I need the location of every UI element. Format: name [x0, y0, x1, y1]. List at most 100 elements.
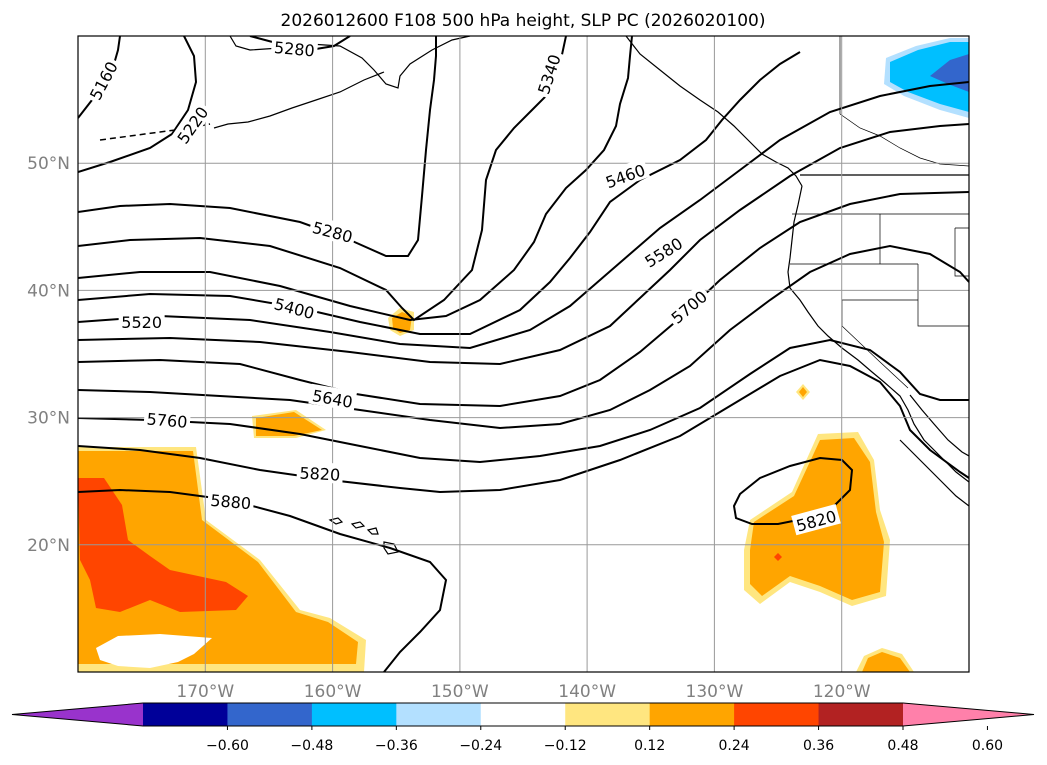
- lat-tick-label: 50°N: [27, 154, 70, 174]
- contour-label: 5340: [531, 48, 565, 99]
- contour-5400: [78, 36, 633, 322]
- contour-5280-west: [78, 36, 437, 257]
- contour-label-bg: [207, 488, 255, 513]
- colorbar-bin: [227, 703, 313, 726]
- colorbar-bin: [480, 703, 566, 726]
- contour-5820-closed: [732, 456, 854, 525]
- lon-tick-label: 120°W: [813, 682, 871, 702]
- anomaly-ne-cyan: [890, 42, 969, 112]
- contour-5700: [78, 244, 969, 430]
- colorbar-tick-label: 0.36: [803, 738, 834, 754]
- contour-label-text: 5880: [210, 491, 252, 513]
- colorbar-bin: [396, 703, 482, 726]
- contour-5220: [78, 36, 198, 173]
- contour-label-bg: [170, 99, 214, 150]
- colorbar-tick-label: 0.48: [887, 738, 918, 754]
- contour-label: 5520: [118, 311, 165, 332]
- contour-label-bg: [308, 383, 358, 412]
- contour-label-bg: [791, 504, 841, 536]
- contour-label-bg: [118, 311, 165, 332]
- contour-label-text: 5340: [534, 52, 565, 97]
- colorbar-tick-label: 0.60: [972, 738, 1003, 754]
- longitude-labels: 170°W 160°W 150°W 140°W 130°W 120°W: [176, 682, 870, 702]
- colorbar-tick-label: −0.24: [459, 738, 502, 754]
- anomaly-west-orange: [78, 451, 358, 664]
- lat-tick-label: 40°N: [27, 281, 70, 301]
- colorbar-tick-label: −0.48: [290, 738, 333, 754]
- contour-label-bg: [296, 461, 344, 484]
- bc-coast: [625, 36, 803, 187]
- colorbar-bin: [818, 703, 904, 726]
- us-west-coast: [787, 185, 969, 483]
- contour-label-bg: [531, 48, 565, 99]
- contour-label-bg: [143, 407, 191, 432]
- contour-labels: 5160522052805340528054605580570054005520…: [82, 36, 841, 536]
- anomaly-east-red-dot: [774, 553, 782, 561]
- lon-tick-label: 170°W: [176, 682, 234, 702]
- contour-label: 5640: [308, 383, 358, 412]
- contour-5760: [78, 338, 969, 464]
- alaska-peninsula: [213, 71, 385, 129]
- contour-5640: [78, 191, 969, 408]
- contour-5820-main: [78, 358, 969, 494]
- anomaly-se-orange: [862, 652, 910, 672]
- lon-tick-label: 130°W: [686, 682, 744, 702]
- colorbar-extend-low: [12, 703, 143, 726]
- contour-label-bg: [82, 55, 123, 106]
- contour-label: 5160: [82, 55, 123, 106]
- anomaly-dot-orange: [799, 387, 807, 397]
- colorbar-tick-label: 0.12: [634, 738, 665, 754]
- contour-label: 5220: [170, 99, 214, 150]
- colorbar-tick-label: −0.12: [544, 738, 587, 754]
- contour-label-bg: [269, 291, 320, 323]
- latitude-labels: 20°N 30°N 40°N 50°N: [27, 154, 70, 556]
- colorbar-bin: [734, 703, 820, 726]
- lon-tick-label: 160°W: [304, 682, 362, 702]
- contour-label-bg: [664, 283, 713, 329]
- colorbar-extend-high: [903, 703, 1034, 726]
- colorbar-tick-label: 0.24: [719, 738, 750, 754]
- contour-label: 5280: [270, 36, 319, 60]
- gridlines: [78, 36, 969, 672]
- lat-tick-label: 20°N: [27, 536, 70, 556]
- lon-tick-label: 150°W: [431, 682, 489, 702]
- contour-label: 5820: [296, 461, 344, 485]
- colorbar-bin: [565, 703, 651, 726]
- contour-label: 5760: [143, 407, 191, 432]
- colorbar: −0.60 −0.48 −0.36 −0.24 −0.12 0.12 0.24 0.36 0.4…: [11, 702, 1035, 754]
- contour-label-text: 5280: [273, 38, 315, 60]
- contour-label-bg: [270, 36, 319, 60]
- canada-provinces: [839, 36, 969, 167]
- mexico-coast: [899, 439, 969, 507]
- colorbar-bin: [311, 703, 397, 726]
- contour-5340: [78, 36, 567, 322]
- contour-5580: [78, 123, 969, 366]
- contour-label: 5880: [207, 488, 255, 513]
- colorbar-outline: [11, 702, 1035, 727]
- contour-label-text: 5460: [603, 160, 648, 192]
- colorbar-bin: [649, 703, 735, 726]
- lon-tick-label: 140°W: [558, 682, 616, 702]
- alaska-coast: [229, 36, 471, 89]
- contour-label-text: 5640: [311, 386, 354, 412]
- colorbar-tick-label: −0.36: [375, 738, 418, 754]
- colorbar-tick-label: −0.60: [206, 738, 249, 754]
- contour-label: 5580: [638, 230, 688, 273]
- contour-label-text: 5400: [272, 294, 316, 323]
- contour-5520: [78, 81, 969, 350]
- contour-label-text: 5820: [299, 464, 341, 485]
- contour-label-bg: [599, 157, 651, 193]
- contour-5880: [78, 488, 448, 672]
- contour-label-bg: [638, 230, 688, 273]
- aleutians: [99, 123, 211, 141]
- height-contours: [78, 36, 969, 672]
- map-frame: [77, 35, 970, 673]
- lat-tick-label: 30°N: [27, 409, 70, 429]
- gulf-california: [909, 394, 969, 457]
- contour-label-text: 5520: [121, 313, 162, 332]
- anomaly-west-clear: [96, 634, 212, 668]
- colorbar-bin: [143, 703, 228, 726]
- land-masses: [99, 36, 969, 555]
- chart-title: 2026012600 F108 500 hPa height, SLP PC (…: [281, 11, 766, 31]
